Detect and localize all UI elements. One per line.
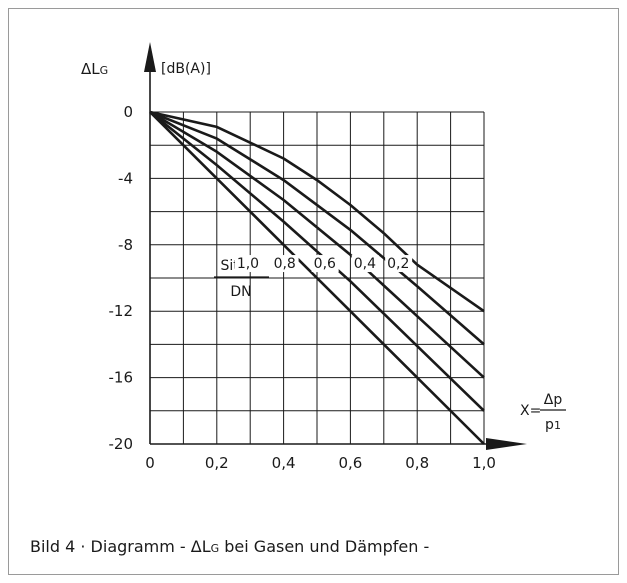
x-axis-arrow — [486, 438, 527, 450]
caption-suffix: bei Gasen und Dämpfen - — [219, 537, 430, 556]
series-label: 1,0 — [237, 256, 259, 272]
axes — [144, 42, 527, 450]
series-line — [149, 111, 485, 445]
series-label-background — [351, 255, 379, 273]
caption-subscript: G — [210, 542, 220, 555]
caption-prefix: Bild 4 · Diagramm - ΔL — [30, 537, 211, 556]
series-label-background — [385, 255, 413, 273]
series-label: 0,4 — [354, 256, 376, 272]
series-label-background — [271, 255, 299, 273]
y-axis-arrow — [144, 42, 156, 72]
x-axis-label-numerator: Δp — [544, 392, 563, 408]
y-tick-label: -12 — [109, 302, 134, 320]
x-tick-label: 0,8 — [405, 454, 429, 472]
y-tick-label: 0 — [123, 103, 133, 121]
x-axis-label-denominator: p1 — [545, 417, 561, 433]
x-tick-label: 0,4 — [272, 454, 296, 472]
y-tick-label: -4 — [118, 169, 133, 187]
series-labels: 1,0 0,8 0,6 0,4 0,2 — [234, 255, 413, 273]
y-tick-label: -20 — [109, 435, 134, 453]
y-axis-unit: [dB(A)] — [161, 61, 211, 77]
series-line — [149, 110, 485, 346]
series-line — [149, 110, 485, 412]
series-label: 0,2 — [387, 256, 409, 272]
y-axis-label: ΔLG — [81, 60, 108, 78]
x-axis-label-prefix: X= — [520, 403, 541, 419]
series-label-background — [311, 255, 339, 273]
x-axis-label: X= Δp p1 — [520, 392, 566, 433]
figure-caption: Bild 4 · Diagramm - ΔLG bei Gasen und Dä… — [30, 537, 429, 556]
x-tick-label: 1,0 — [472, 454, 496, 472]
y-tick-label: -8 — [118, 236, 133, 254]
x-tick-label: 0,2 — [205, 454, 229, 472]
x-tick-label: 0 — [145, 454, 155, 472]
series-label: 0,8 — [274, 256, 296, 272]
y-tick-label: -16 — [109, 369, 134, 387]
figure-frame — [8, 8, 619, 575]
series-line — [149, 110, 485, 379]
tick-labels: 0 0,2 0,4 0,6 0,8 1,0 0 -4 -8 -12 -16 -20 — [109, 103, 496, 472]
series-label-background — [234, 255, 262, 273]
legend-title-denominator: DN — [230, 284, 251, 300]
x-tick-label: 0,6 — [338, 454, 362, 472]
series-label: 0,6 — [314, 256, 336, 272]
